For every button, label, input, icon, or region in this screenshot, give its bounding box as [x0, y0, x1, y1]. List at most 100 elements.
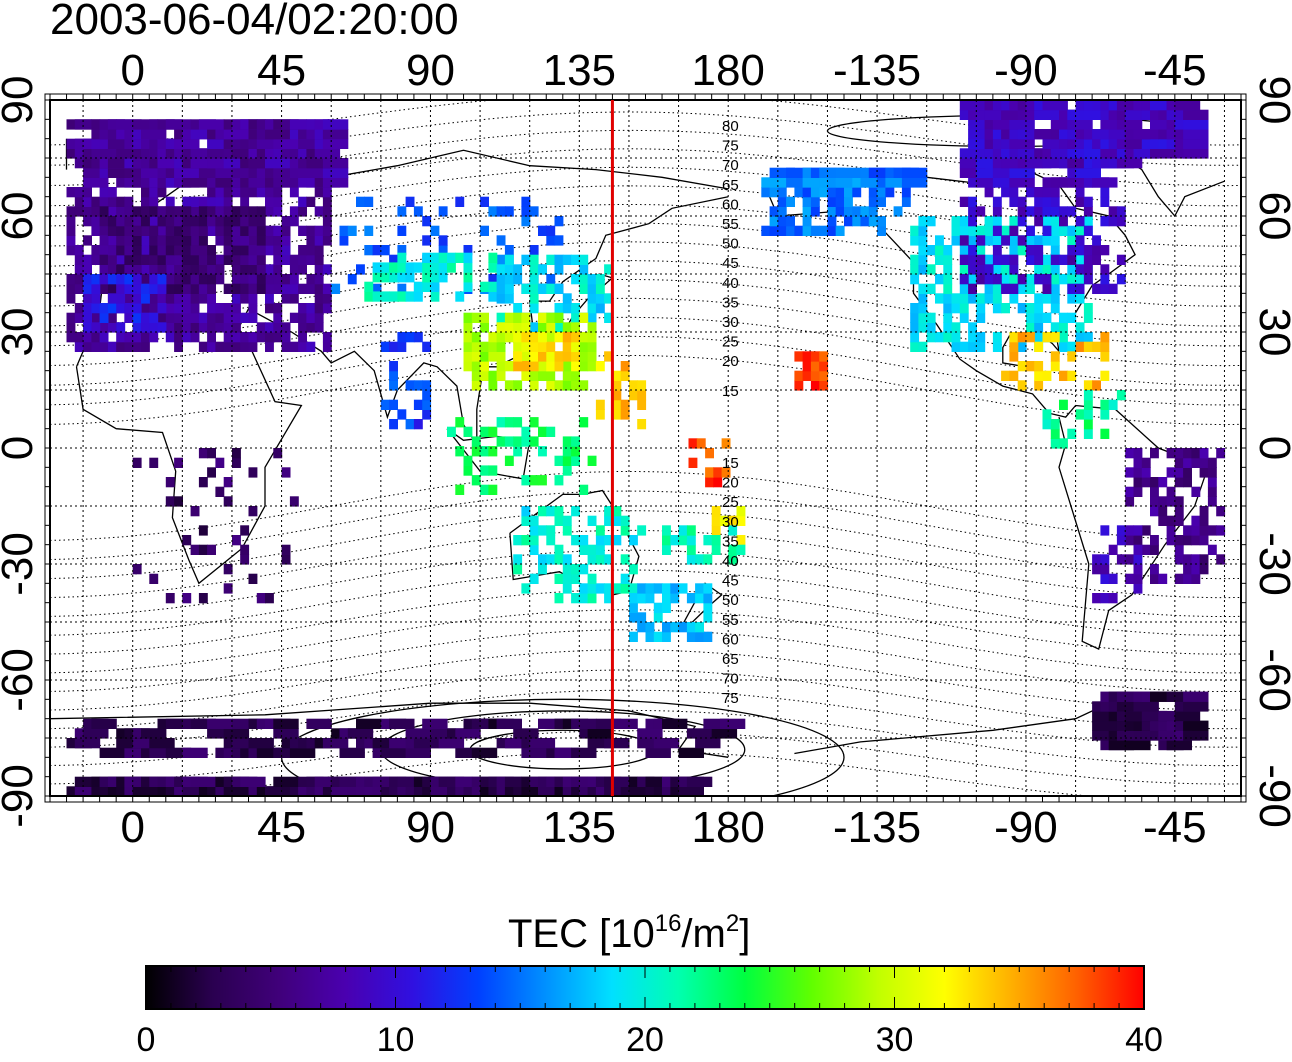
tec-cell-r26 — [132, 738, 159, 749]
tec-cell-r1 — [165, 283, 175, 294]
tec-cell-r0 — [322, 206, 332, 217]
tec-cell-r25 — [198, 593, 208, 604]
tec-cell-r26 — [422, 718, 448, 729]
tec-cell-r16 — [686, 554, 696, 565]
tec-cell-r0 — [182, 283, 192, 294]
tec-cell-r0 — [223, 187, 233, 198]
tec-cell-r3 — [397, 245, 407, 256]
tec-cell-r0 — [298, 245, 307, 256]
tec-cell-r1 — [207, 264, 216, 275]
tec-cell-r6 — [513, 341, 523, 352]
tec-cell-r9 — [571, 455, 580, 466]
tec-cell-r21 — [1034, 361, 1044, 372]
tec-cell-r4 — [380, 291, 390, 302]
tec-cell-r5 — [513, 303, 523, 314]
tec-cell-r17 — [761, 177, 787, 188]
tec-cell-r1 — [198, 264, 208, 275]
tec-cell-r5 — [529, 254, 539, 265]
tec-cell-r23 — [1199, 525, 1209, 536]
tec-cell-r0 — [91, 312, 101, 323]
tec-cell-r20 — [1174, 100, 1201, 111]
tec-cell-r13 — [810, 351, 820, 362]
tec-cell-r18 — [968, 341, 977, 352]
tec-cell-r19 — [1108, 206, 1118, 217]
tec-cell-r26 — [190, 718, 216, 729]
tec-cell-r6 — [463, 312, 473, 323]
tec-cell-r0 — [306, 254, 316, 265]
tec-cell-r14 — [571, 564, 580, 575]
tec-cell-r2 — [149, 312, 159, 323]
tec-cell-r2 — [132, 322, 142, 333]
tec-cell-r18 — [926, 332, 936, 343]
tec-cell-r23 — [1191, 515, 1201, 526]
tec-cell-r21 — [1092, 341, 1101, 352]
tec-cell-r4 — [463, 272, 473, 283]
tec-cell-r18 — [1067, 312, 1077, 323]
contour-label-south: 70 — [722, 671, 739, 688]
tec-cell-r15 — [645, 593, 655, 604]
tec-cell-r1 — [232, 206, 241, 217]
tec-cell-r9 — [480, 484, 489, 495]
tec-cell-r22 — [1083, 390, 1093, 401]
tec-cell-r0 — [273, 274, 283, 285]
tec-cell-r17 — [810, 225, 820, 236]
tec-cell-r18 — [926, 283, 936, 294]
tec-cell-r22 — [1100, 399, 1110, 410]
tec-cell-r8 — [422, 341, 432, 352]
tec-cell-r17 — [877, 225, 886, 236]
tec-cell-r18 — [910, 322, 920, 333]
tec-cell-r21 — [1034, 341, 1044, 352]
tec-cell-r0 — [281, 254, 291, 265]
tec-cell-r6 — [571, 370, 580, 381]
tec-cell-r4 — [413, 281, 423, 292]
tec-cell-r1 — [232, 264, 241, 275]
tec-cell-r19 — [1100, 216, 1110, 227]
tec-cell-r0 — [232, 341, 241, 352]
tec-cell-r21 — [1059, 370, 1068, 381]
tec-cell-r0 — [322, 264, 332, 275]
tec-cell-r26 — [719, 718, 746, 729]
tec-cell-r22 — [1042, 409, 1052, 420]
tec-cell-r0 — [182, 196, 192, 207]
tec-cell-r20 — [1116, 119, 1143, 130]
tec-cell-r25 — [223, 477, 233, 488]
tec-cell-r6 — [587, 351, 597, 362]
tec-cell-r0 — [256, 138, 283, 149]
tec-cell-r17 — [877, 216, 886, 227]
tec-cell-r18 — [959, 303, 969, 314]
tec-cell-r3 — [422, 216, 432, 227]
tec-cell-r19 — [1083, 274, 1093, 285]
tec-cell-r16 — [678, 535, 688, 546]
tec-cell-r0 — [91, 332, 101, 343]
tec-cell-r15 — [703, 612, 713, 623]
tec-cell-r26 — [405, 747, 431, 758]
tec-cell-r21 — [1034, 370, 1044, 381]
tec-cell-r18 — [992, 235, 1002, 246]
tec-cell-r25 — [248, 467, 258, 478]
tec-cell-r7 — [521, 332, 531, 343]
tec-cell-r18 — [1034, 303, 1044, 314]
tec-cell-r14 — [595, 535, 605, 546]
tec-cell-r14 — [579, 535, 589, 546]
tec-cell-r0 — [149, 216, 159, 227]
colorbar-tick-label: 40 — [1125, 1021, 1163, 1057]
tec-cell-r25 — [281, 554, 291, 565]
tec-cell-r6 — [546, 332, 556, 343]
tec-cell-r0 — [149, 303, 159, 314]
map-area — [50, 100, 1241, 796]
tec-cell-r18 — [1075, 332, 1085, 343]
tec-cell-r27 — [339, 776, 365, 787]
tec-cell-r14 — [571, 535, 580, 546]
tec-cell-r26 — [529, 738, 556, 749]
tec-cell-r18 — [918, 322, 928, 333]
tec-cell-r19 — [992, 254, 1002, 265]
tec-cell-r0 — [74, 283, 84, 294]
tec-cell-r23 — [1125, 496, 1135, 507]
tec-cell-r0 — [83, 206, 92, 217]
tec-cell-r14 — [587, 583, 597, 594]
tec-cell-r18 — [1050, 264, 1060, 275]
tec-cell-r0 — [240, 293, 250, 304]
tec-cell-r6 — [463, 332, 473, 343]
tec-cell-r18 — [1034, 332, 1044, 343]
